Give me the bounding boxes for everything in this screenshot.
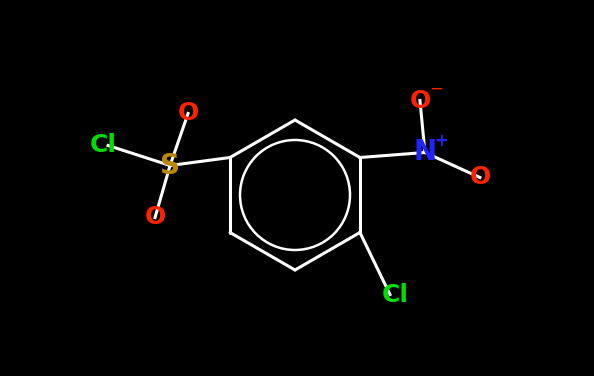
Text: O: O xyxy=(469,165,491,190)
Text: +: + xyxy=(434,132,448,150)
Text: S: S xyxy=(160,152,180,179)
Text: Cl: Cl xyxy=(90,133,116,158)
Text: O: O xyxy=(144,206,166,229)
Text: O: O xyxy=(409,88,431,112)
Text: Cl: Cl xyxy=(381,282,409,306)
Text: −: − xyxy=(429,79,443,97)
Text: N: N xyxy=(413,138,437,167)
Text: O: O xyxy=(178,102,198,126)
